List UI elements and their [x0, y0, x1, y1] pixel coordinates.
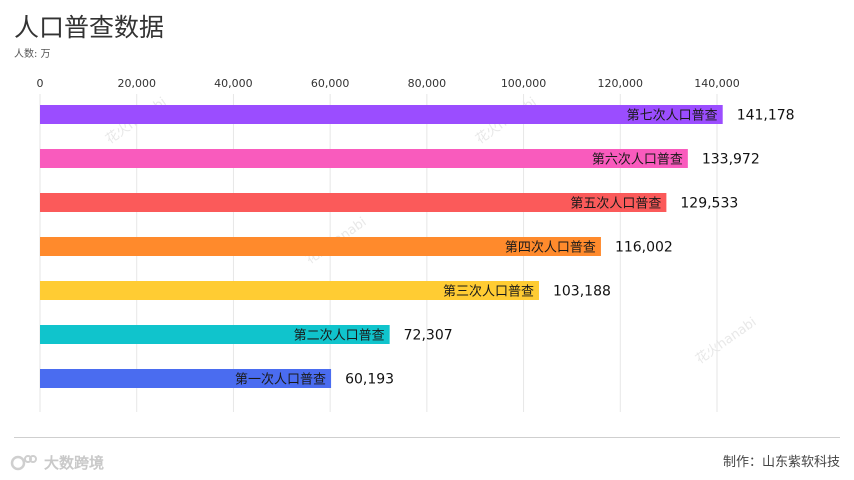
- brand-logo: 大数跨境: [10, 452, 104, 473]
- footer-divider: [14, 437, 840, 438]
- bar-category-label: 第六次人口普查: [592, 152, 683, 168]
- bar[interactable]: [40, 237, 601, 256]
- bar[interactable]: [40, 105, 723, 124]
- brand-icon: [10, 454, 37, 470]
- x-tick-label: 40,000: [214, 77, 253, 90]
- x-axis-ticks: 0 20,000 40,000 60,000 80,000 100,000 120,000 1…: [37, 77, 740, 90]
- gridlines: [39, 94, 718, 412]
- x-tick-label: 100,000: [501, 77, 547, 90]
- brand-name: 大数跨境: [44, 454, 105, 472]
- bar-value-label: 116,002: [615, 240, 673, 256]
- bar[interactable]: [40, 369, 332, 388]
- x-tick-label: 120,000: [598, 77, 644, 90]
- bar-value-label: 133,972: [702, 152, 760, 168]
- credit-text: 制作：山东紫软科技: [722, 455, 840, 470]
- x-tick-label: 60,000: [311, 77, 350, 90]
- x-tick-label: 20,000: [117, 77, 156, 90]
- bar-category-label: 第三次人口普查: [443, 284, 534, 300]
- bar-chart: 0 20,000 40,000 60,000 80,000 100,000 120,000 1…: [37, 77, 795, 412]
- bar-value-label: 141,178: [737, 108, 795, 124]
- x-tick-label: 80,000: [408, 77, 447, 90]
- unit-label: 人数: 万: [14, 49, 51, 60]
- bar-category-label: 第四次人口普查: [505, 240, 596, 256]
- bar-category-label: 第七次人口普查: [627, 108, 718, 124]
- bar-value-label: 60,193: [345, 372, 394, 388]
- bar-category-label: 第五次人口普查: [570, 196, 661, 212]
- bar-value-label: 129,533: [680, 196, 738, 212]
- bar[interactable]: [40, 325, 390, 344]
- bars: 第七次人口普查 141,178 第六次人口普查 133,972 第五次人口普查 129,5…: [40, 105, 795, 388]
- bar-category-label: 第一次人口普查: [235, 372, 326, 388]
- bar-value-label: 72,307: [404, 328, 453, 344]
- x-tick-label: 140,000: [694, 77, 740, 90]
- bar[interactable]: [40, 281, 539, 300]
- bar-value-label: 103,188: [553, 284, 611, 300]
- chart-title: 人口普查数据: [14, 13, 165, 42]
- bar-category-label: 第二次人口普查: [294, 328, 385, 344]
- bar[interactable]: [40, 149, 688, 168]
- bar[interactable]: [40, 193, 667, 212]
- x-tick-label: 0: [37, 77, 44, 90]
